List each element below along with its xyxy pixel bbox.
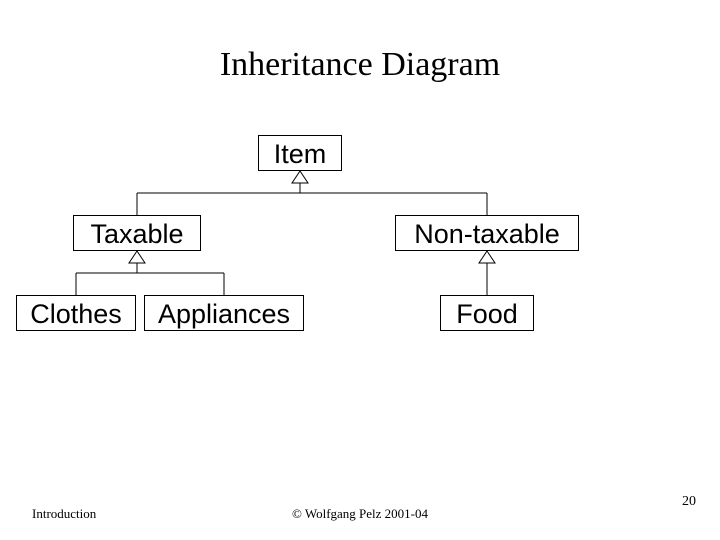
footer-center: © Wolfgang Pelz 2001-04 — [0, 506, 720, 522]
node-appliances: Appliances — [144, 295, 304, 331]
node-food: Food — [440, 295, 534, 331]
page-number: 20 — [682, 494, 696, 510]
node-clothes: Clothes — [16, 295, 136, 331]
node-nontaxable: Non-taxable — [395, 215, 579, 251]
node-taxable: Taxable — [73, 215, 201, 251]
node-item: Item — [258, 135, 342, 171]
slide-title: Inheritance Diagram — [0, 46, 720, 84]
